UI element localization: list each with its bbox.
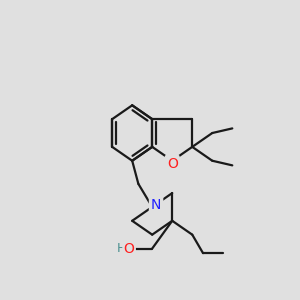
- Text: N: N: [151, 198, 161, 212]
- Text: O: O: [167, 157, 178, 171]
- Text: O: O: [124, 242, 134, 256]
- Text: H: H: [117, 242, 126, 255]
